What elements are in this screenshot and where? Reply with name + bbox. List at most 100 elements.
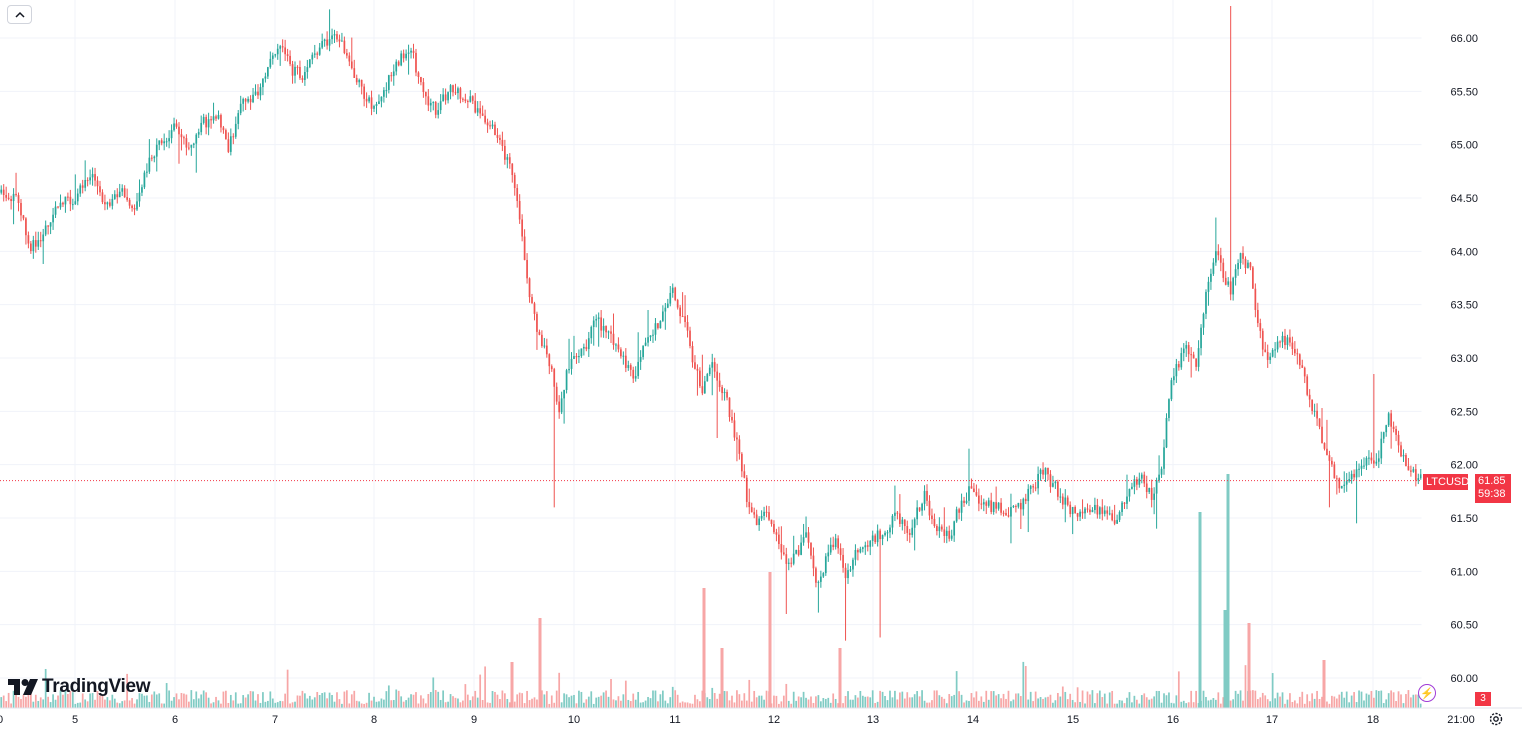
candle-body [629,365,632,370]
candle-body [570,358,573,369]
volume-bar [797,696,800,708]
volume-bar [587,696,590,708]
candle-body [953,521,956,536]
volume-bar [420,695,422,708]
candle-body [1276,341,1279,350]
collapse-panel-button[interactable] [7,5,32,24]
time-tick-label: 17 [1266,714,1278,726]
volume-bar [686,702,689,708]
candle-body [489,125,491,127]
volume-bar [516,694,519,708]
volume-bar [291,702,294,708]
volume-bar [1244,665,1247,708]
time-tick-label: 16 [1167,714,1179,726]
volume-bar [202,690,205,708]
gear-icon[interactable] [1488,711,1504,727]
candle-body [1143,474,1146,484]
volume-bar [1170,702,1173,708]
volume-bar [365,702,368,708]
volume-bar [1180,701,1183,708]
volume-bar [1266,699,1269,708]
volume-bar [1103,693,1106,708]
volume-bar [684,702,686,708]
volume-bar [1303,703,1306,708]
volume-bar [432,677,435,708]
volume-bar [1066,699,1069,708]
candle-body [699,370,701,387]
volume-bar [1074,702,1077,708]
candle-body [128,199,131,206]
tradingview-logo[interactable]: TradingView [8,676,151,698]
volume-bar [854,695,857,708]
candle-body [1387,413,1390,426]
candle-body [79,185,82,194]
volume-bar [1372,697,1375,708]
candle-body [331,35,333,40]
volume-bar [1076,687,1079,708]
candle-body [876,530,879,543]
volume-bar [76,702,79,708]
volume-bar [1000,698,1002,708]
candle-body [1259,323,1262,331]
volume-bar [284,693,287,708]
volume-bar [627,699,630,708]
volume-bar [538,618,542,708]
volume-bar [400,696,403,708]
candle-body [178,126,180,135]
volume-bar [222,691,225,708]
volume-bar [987,699,990,708]
volume-bar [778,703,780,708]
candle-body [1160,468,1163,475]
candle-body [592,320,595,327]
candle-body [205,116,208,128]
candle-body [126,197,129,200]
volume-bar [131,698,133,708]
volume-bar [706,697,709,708]
candle-body [343,40,346,54]
candle-body [173,123,175,131]
candle-body [1140,474,1143,479]
candle-body [175,123,178,127]
volume-bar [383,699,385,708]
candle-body [454,92,457,94]
candle-body [1360,465,1363,469]
candle-body [1368,457,1370,459]
candle-body [42,234,45,242]
candle-body [1281,335,1284,343]
volume-bar [158,693,161,708]
candle-body [839,548,842,555]
volume-bar [1328,703,1331,708]
volume-bar [1214,699,1217,708]
volume-bar [916,691,919,708]
candle-body [987,500,990,506]
volume-bar [711,687,714,708]
candle-body [1000,502,1002,513]
volume-bar [5,701,8,708]
candle-body [1224,277,1227,285]
volume-bar [1392,692,1395,708]
candle-body [405,53,407,59]
candle-body [711,362,714,368]
volume-bar [1205,696,1207,708]
candle-body [1106,510,1109,514]
candle-body [387,75,390,90]
volume-bar [903,698,906,708]
candle-body [731,416,733,421]
lightning-icon[interactable]: ⚡ [1418,684,1436,702]
candlesticks [0,6,1422,641]
candle-body [980,503,983,505]
candle-body [632,369,635,379]
volume-bar [27,691,30,708]
volume-bar [760,695,763,708]
candle-body [1044,467,1047,475]
candle-body [81,185,84,188]
volume-bar [1256,699,1259,708]
volume-bar [32,701,35,708]
candle-body [1158,474,1160,481]
candle-body [153,156,156,159]
candle-body [1163,447,1165,469]
volume-bar [1402,703,1405,708]
volume-bar [378,701,380,708]
candle-body [215,116,217,119]
